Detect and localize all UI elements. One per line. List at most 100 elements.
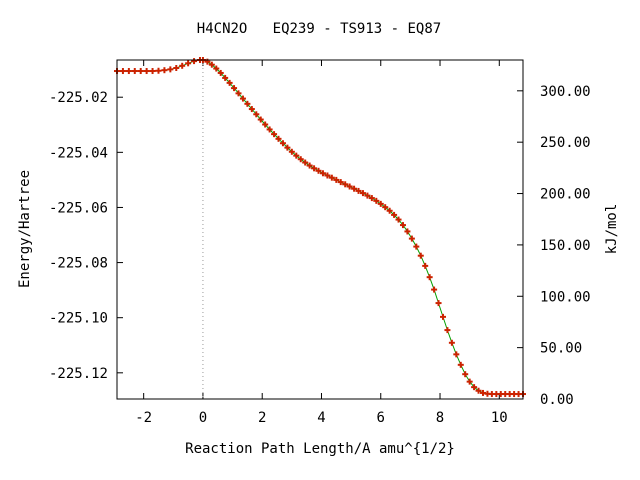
data-point (271, 131, 278, 138)
x-tick-label: 6 (377, 410, 385, 426)
data-point (235, 90, 242, 97)
y2-tick-label: 250.00 (540, 135, 591, 151)
y-tick-label: -225.06 (49, 200, 108, 216)
data-point (213, 65, 220, 72)
y2-axis-label: kJ/mol (604, 204, 620, 255)
data-point (279, 140, 286, 147)
y2-tick-label: 0.00 (540, 392, 574, 408)
data-point (262, 121, 269, 128)
data-point (293, 152, 300, 159)
data-point (377, 200, 384, 207)
data-point (359, 190, 366, 197)
data-point (439, 313, 446, 320)
data-point (408, 235, 415, 242)
y-tick-label: -225.08 (49, 256, 108, 272)
x-tick-label: 0 (199, 410, 207, 426)
data-point (257, 116, 264, 123)
data-point (155, 67, 162, 74)
data-point (306, 162, 313, 169)
data-point (391, 211, 398, 218)
x-tick-label: 10 (491, 410, 508, 426)
data-point (275, 135, 282, 142)
data-point (355, 187, 362, 194)
data-point (161, 67, 168, 74)
data-point (248, 106, 255, 113)
data-point (266, 126, 273, 133)
data-point (143, 68, 150, 75)
data-point (413, 243, 420, 250)
data-point (404, 228, 411, 235)
data-point (311, 165, 318, 172)
data-point (399, 222, 406, 229)
data-point (462, 371, 469, 378)
data-point (457, 361, 464, 368)
data-point (226, 79, 233, 86)
data-point (185, 60, 192, 67)
x-tick-label: 4 (317, 410, 325, 426)
y-tick-label: -225.04 (49, 145, 108, 161)
data-point (239, 95, 246, 102)
data-point (179, 62, 186, 69)
data-point (342, 181, 349, 188)
data-point (471, 384, 478, 391)
data-point (217, 69, 224, 76)
data-point (284, 144, 291, 151)
data-point (302, 159, 309, 166)
chart-title: H4CN2O EQ239 - TS913 - EQ87 (197, 21, 441, 37)
data-point (131, 68, 138, 75)
data-point (297, 156, 304, 163)
y2-tick-label: 300.00 (540, 84, 591, 100)
data-point (395, 216, 402, 223)
data-point (386, 207, 393, 214)
data-point (191, 58, 198, 65)
data-point (324, 172, 331, 179)
y2-tick-label: 200.00 (540, 187, 591, 203)
data-point (253, 111, 260, 118)
data-point (337, 179, 344, 186)
plot-frame (116, 59, 524, 400)
y2-tick-label: 100.00 (540, 289, 591, 305)
y2-tick-label: 50.00 (540, 341, 582, 357)
y2-tick-label: 150.00 (540, 238, 591, 254)
data-point (288, 148, 295, 155)
y-tick-label: -225.10 (49, 311, 108, 327)
data-point (137, 68, 144, 75)
data-point (231, 85, 238, 92)
data-point (466, 378, 473, 385)
data-point (149, 68, 156, 75)
data-point (444, 327, 451, 334)
data-point (475, 387, 482, 394)
data-point (119, 68, 126, 75)
data-point (208, 61, 215, 68)
data-point (333, 176, 340, 183)
data-point (351, 185, 358, 192)
data-point (422, 262, 429, 269)
y-tick-label: -225.02 (49, 90, 108, 106)
data-point (319, 170, 326, 177)
y-tick-label: -225.12 (49, 366, 108, 382)
data-point (435, 300, 442, 307)
data-point (417, 252, 424, 259)
x-axis-label: Reaction Path Length/A amu^{1/2} (185, 441, 455, 457)
data-point (426, 274, 433, 281)
x-tick-label: -2 (135, 410, 152, 426)
data-point (167, 66, 174, 73)
data-point (453, 351, 460, 358)
data-point (373, 197, 380, 204)
data-point (364, 192, 371, 199)
data-point (346, 183, 353, 190)
data-point (125, 68, 132, 75)
series-line (117, 59, 523, 395)
data-point (222, 74, 229, 81)
data-point (382, 204, 389, 211)
data-point (431, 286, 438, 293)
data-point (368, 195, 375, 202)
x-tick-label: 2 (258, 410, 266, 426)
data-point (173, 64, 180, 71)
y-axis-label: Energy/Hartree (17, 170, 33, 288)
data-point (448, 339, 455, 346)
data-point (244, 100, 251, 107)
data-point (328, 174, 335, 181)
data-point (315, 167, 322, 174)
